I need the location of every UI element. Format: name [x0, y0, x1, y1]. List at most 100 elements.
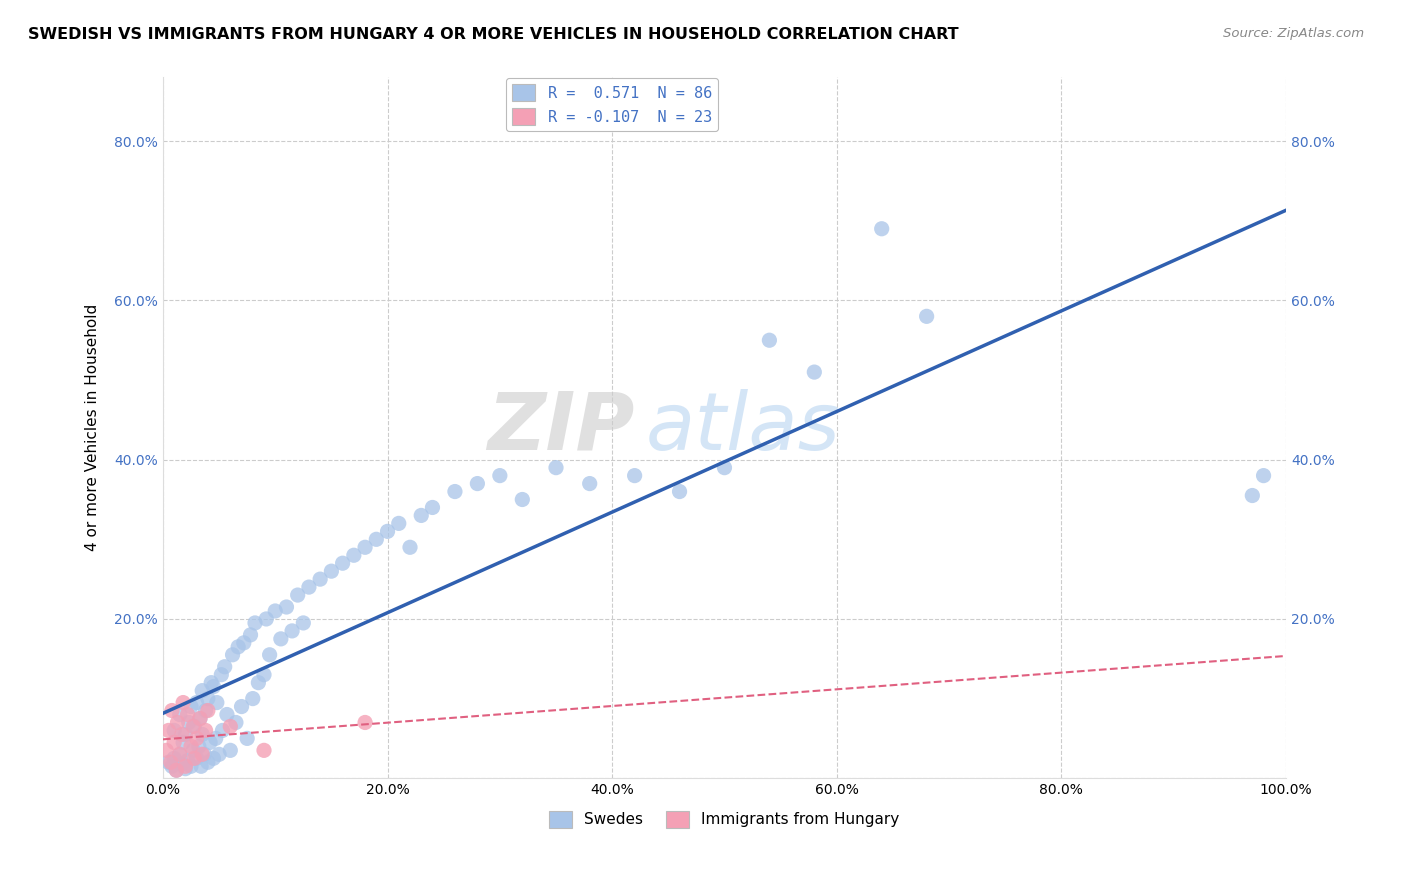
Point [202, 751, 225, 765]
Point [915, 310, 938, 324]
Point [176, 707, 198, 722]
Point [197, 756, 219, 770]
Point [758, 333, 780, 347]
Point [191, 727, 214, 741]
Point [170, 727, 193, 741]
Point [155, 743, 177, 757]
Point [321, 564, 343, 578]
Text: atlas: atlas [645, 389, 841, 467]
Point [870, 221, 893, 235]
Text: ZIP: ZIP [488, 389, 634, 467]
Point [186, 751, 208, 765]
Text: SWEDISH VS IMMIGRANTS FROM HUNGARY 4 OR MORE VEHICLES IN HOUSEHOLD CORRELATION C: SWEDISH VS IMMIGRANTS FROM HUNGARY 4 OR … [28, 27, 959, 42]
Point [309, 572, 332, 586]
Point [205, 696, 228, 710]
Point [170, 756, 193, 771]
Point [165, 764, 187, 778]
Point [188, 711, 211, 725]
Point [188, 711, 211, 725]
Point [444, 484, 467, 499]
Point [169, 747, 191, 762]
Point [215, 707, 238, 722]
Point [186, 731, 208, 746]
Point [186, 696, 208, 710]
Point [239, 628, 262, 642]
Point [276, 600, 298, 615]
Point [247, 675, 270, 690]
Point [157, 723, 180, 738]
Point [169, 747, 191, 762]
Point [187, 739, 209, 754]
Point [377, 524, 399, 539]
Point [157, 756, 180, 770]
Legend: Swedes, Immigrants from Hungary: Swedes, Immigrants from Hungary [543, 805, 905, 834]
Point [197, 704, 219, 718]
Point [668, 484, 690, 499]
Point [281, 624, 304, 638]
Point [332, 556, 354, 570]
Point [183, 719, 205, 733]
Point [242, 691, 264, 706]
Point [174, 727, 197, 741]
Point [253, 743, 276, 757]
Point [211, 723, 233, 738]
Point [221, 648, 243, 662]
Point [180, 739, 202, 754]
Point [194, 723, 217, 738]
Point [160, 759, 183, 773]
Point [193, 747, 215, 762]
Point [180, 759, 202, 773]
Point [202, 680, 225, 694]
Point [190, 759, 212, 773]
Point [209, 667, 232, 681]
Point [287, 588, 309, 602]
Point [219, 743, 242, 757]
Point [200, 675, 222, 690]
Point [1241, 489, 1264, 503]
Point [191, 747, 214, 762]
Point [292, 615, 315, 630]
Point [259, 648, 281, 662]
Point [399, 541, 422, 555]
Point [422, 500, 444, 515]
Point [1253, 468, 1275, 483]
Point [163, 735, 186, 749]
Point [226, 640, 249, 654]
Point [198, 735, 221, 749]
Point [180, 699, 202, 714]
Text: Source: ZipAtlas.com: Source: ZipAtlas.com [1223, 27, 1364, 40]
Point [191, 683, 214, 698]
Point [236, 731, 259, 746]
Point [270, 632, 292, 646]
Point [264, 604, 287, 618]
Point [219, 719, 242, 733]
Point [467, 476, 489, 491]
Point [510, 492, 533, 507]
Point [803, 365, 825, 379]
Point [159, 756, 181, 770]
Point [172, 696, 194, 710]
Point [183, 751, 205, 765]
Point [214, 659, 236, 673]
Point [343, 548, 366, 562]
Point [166, 715, 188, 730]
Point [623, 468, 645, 483]
Y-axis label: 4 or more Vehicles in Household: 4 or more Vehicles in Household [86, 304, 100, 551]
Point [231, 699, 253, 714]
Point [160, 704, 183, 718]
Point [298, 580, 321, 594]
Point [366, 533, 388, 547]
Point [174, 762, 197, 776]
Point [232, 636, 254, 650]
Point [713, 460, 735, 475]
Point [489, 468, 512, 483]
Point [174, 759, 197, 773]
Point [354, 715, 377, 730]
Point [254, 612, 277, 626]
Point [176, 754, 198, 768]
Point [411, 508, 433, 523]
Point [225, 715, 247, 730]
Point [163, 723, 186, 738]
Point [354, 541, 377, 555]
Point [165, 764, 187, 778]
